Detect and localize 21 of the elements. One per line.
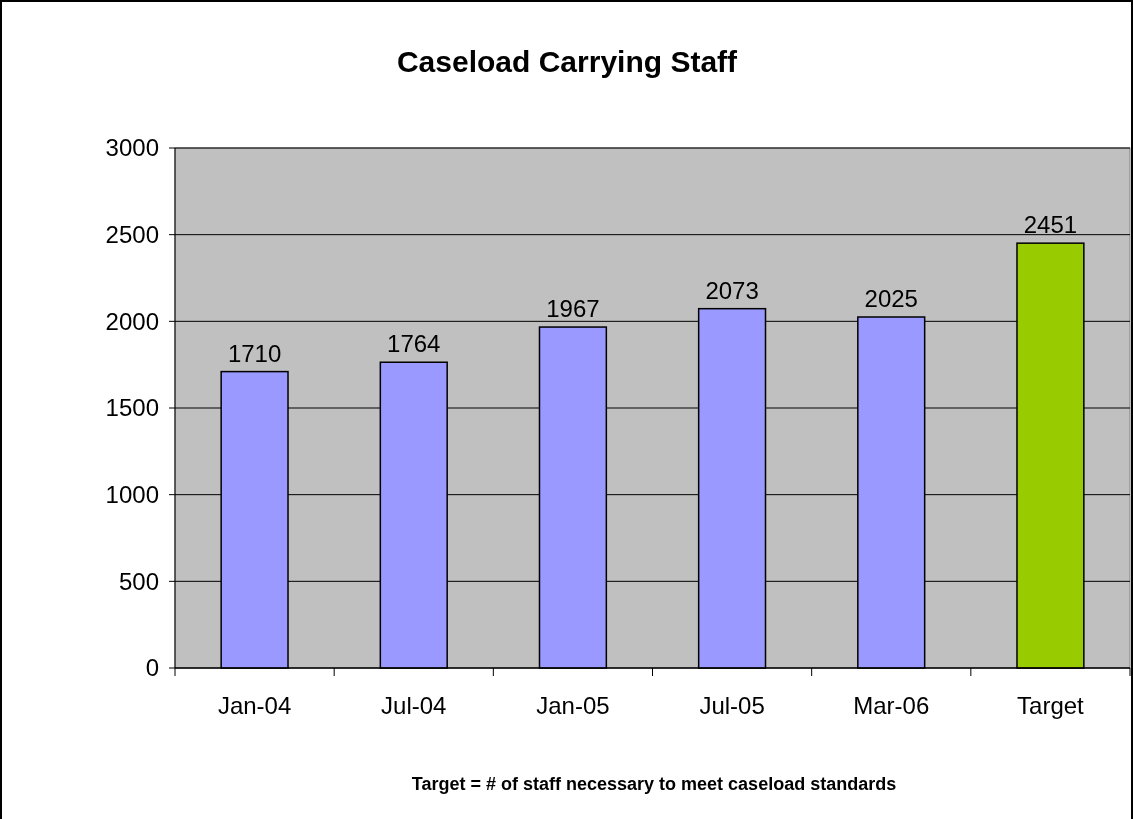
x-tick-label: Jul-04 <box>381 692 447 719</box>
data-label: 2073 <box>705 276 759 304</box>
chart-title: Caseload Carrying Staff <box>396 45 739 78</box>
y-tick-label: 2000 <box>105 307 159 335</box>
data-label: 1967 <box>546 295 600 323</box>
text: Target = # of staff necessary to meet caseload standards <box>411 774 897 794</box>
x-tick-label: Target <box>1017 692 1085 719</box>
data-label: 1764 <box>387 330 441 358</box>
data-label: 1710 <box>227 339 282 367</box>
y-tick-label: 0 <box>145 654 159 682</box>
x-tick-label: Jul-05 <box>699 692 765 719</box>
data-label: 2025 <box>864 285 918 312</box>
y-tick-label: 1500 <box>105 394 159 422</box>
x-tick-label: Jan-04 <box>217 692 292 719</box>
y-tick-label: 500 <box>118 567 159 595</box>
y-tick-label: 1000 <box>105 481 159 509</box>
x-tick-label: Jan-05 <box>536 692 610 719</box>
x-tick-label: Mar-06 <box>853 692 930 719</box>
y-tick-label: 2500 <box>105 221 159 249</box>
data-label: 2451 <box>1023 211 1078 239</box>
y-tick-label: 3000 <box>105 134 159 162</box>
